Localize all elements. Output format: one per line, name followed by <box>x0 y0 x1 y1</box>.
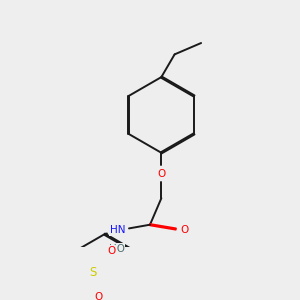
Text: HO: HO <box>109 244 124 254</box>
Text: O: O <box>180 225 188 236</box>
Text: O: O <box>94 292 102 300</box>
Text: HN: HN <box>110 225 126 236</box>
Text: S: S <box>89 266 96 278</box>
Text: O: O <box>157 169 166 178</box>
Text: O: O <box>107 246 116 256</box>
